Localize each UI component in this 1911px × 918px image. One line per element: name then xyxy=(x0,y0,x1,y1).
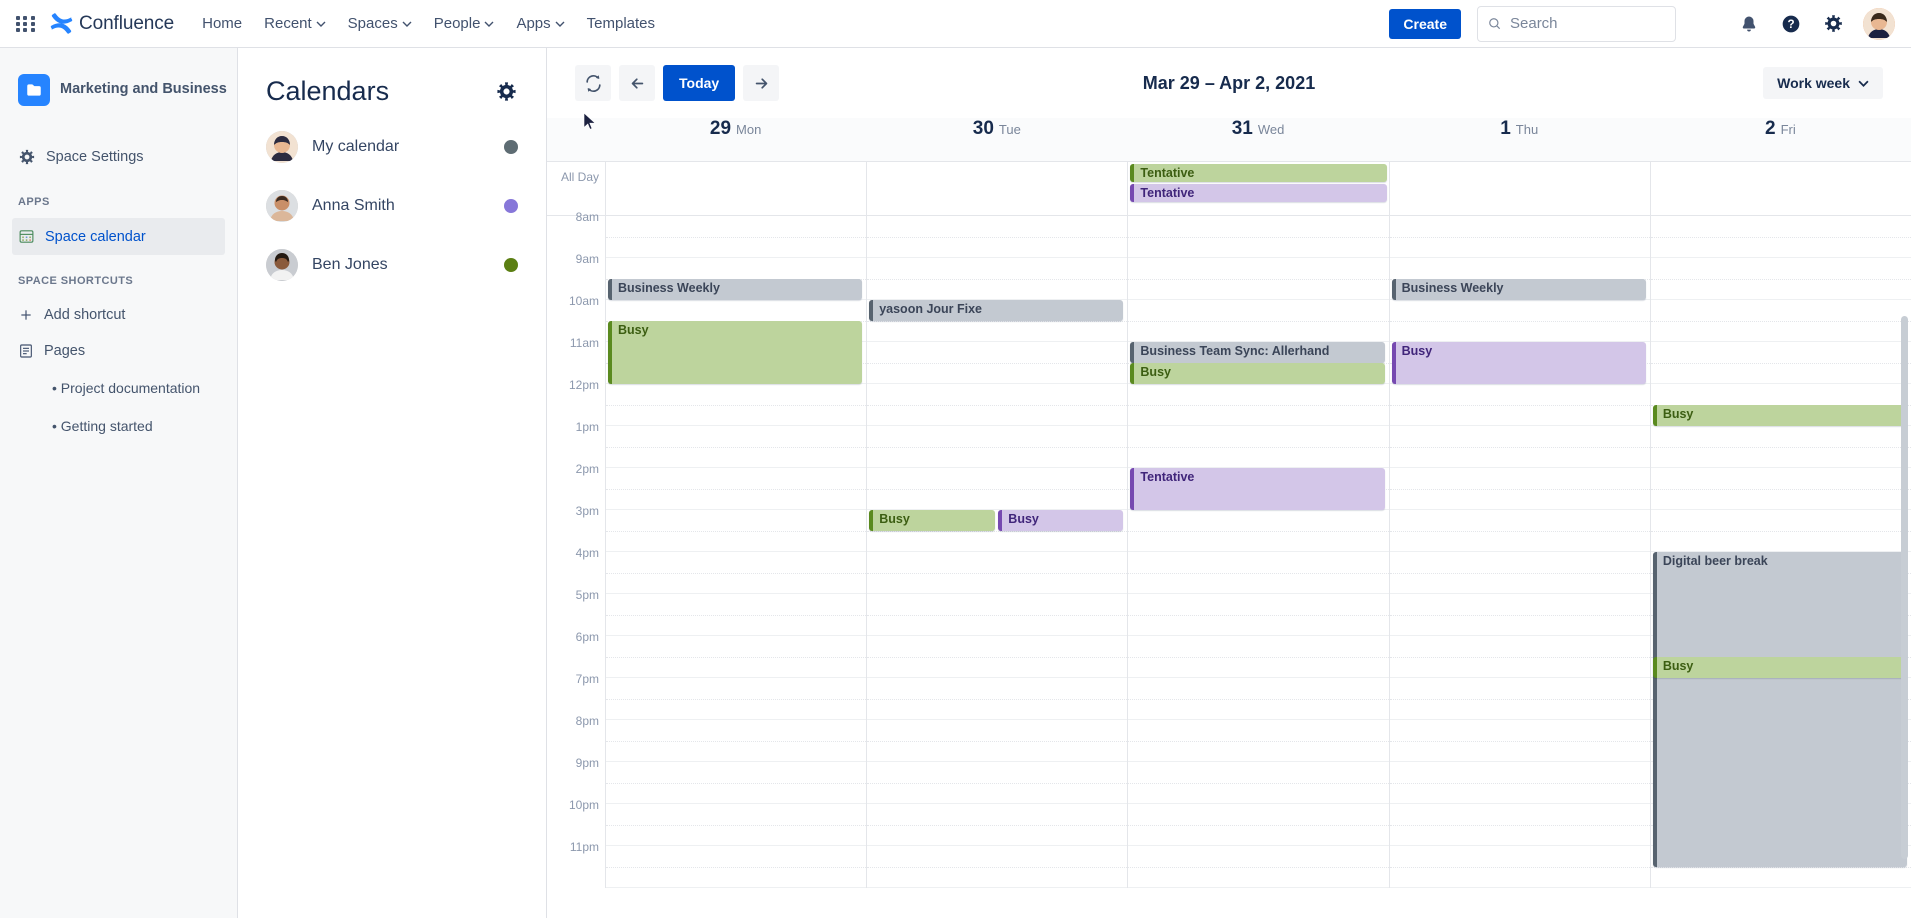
svg-text:?: ? xyxy=(1787,18,1794,31)
